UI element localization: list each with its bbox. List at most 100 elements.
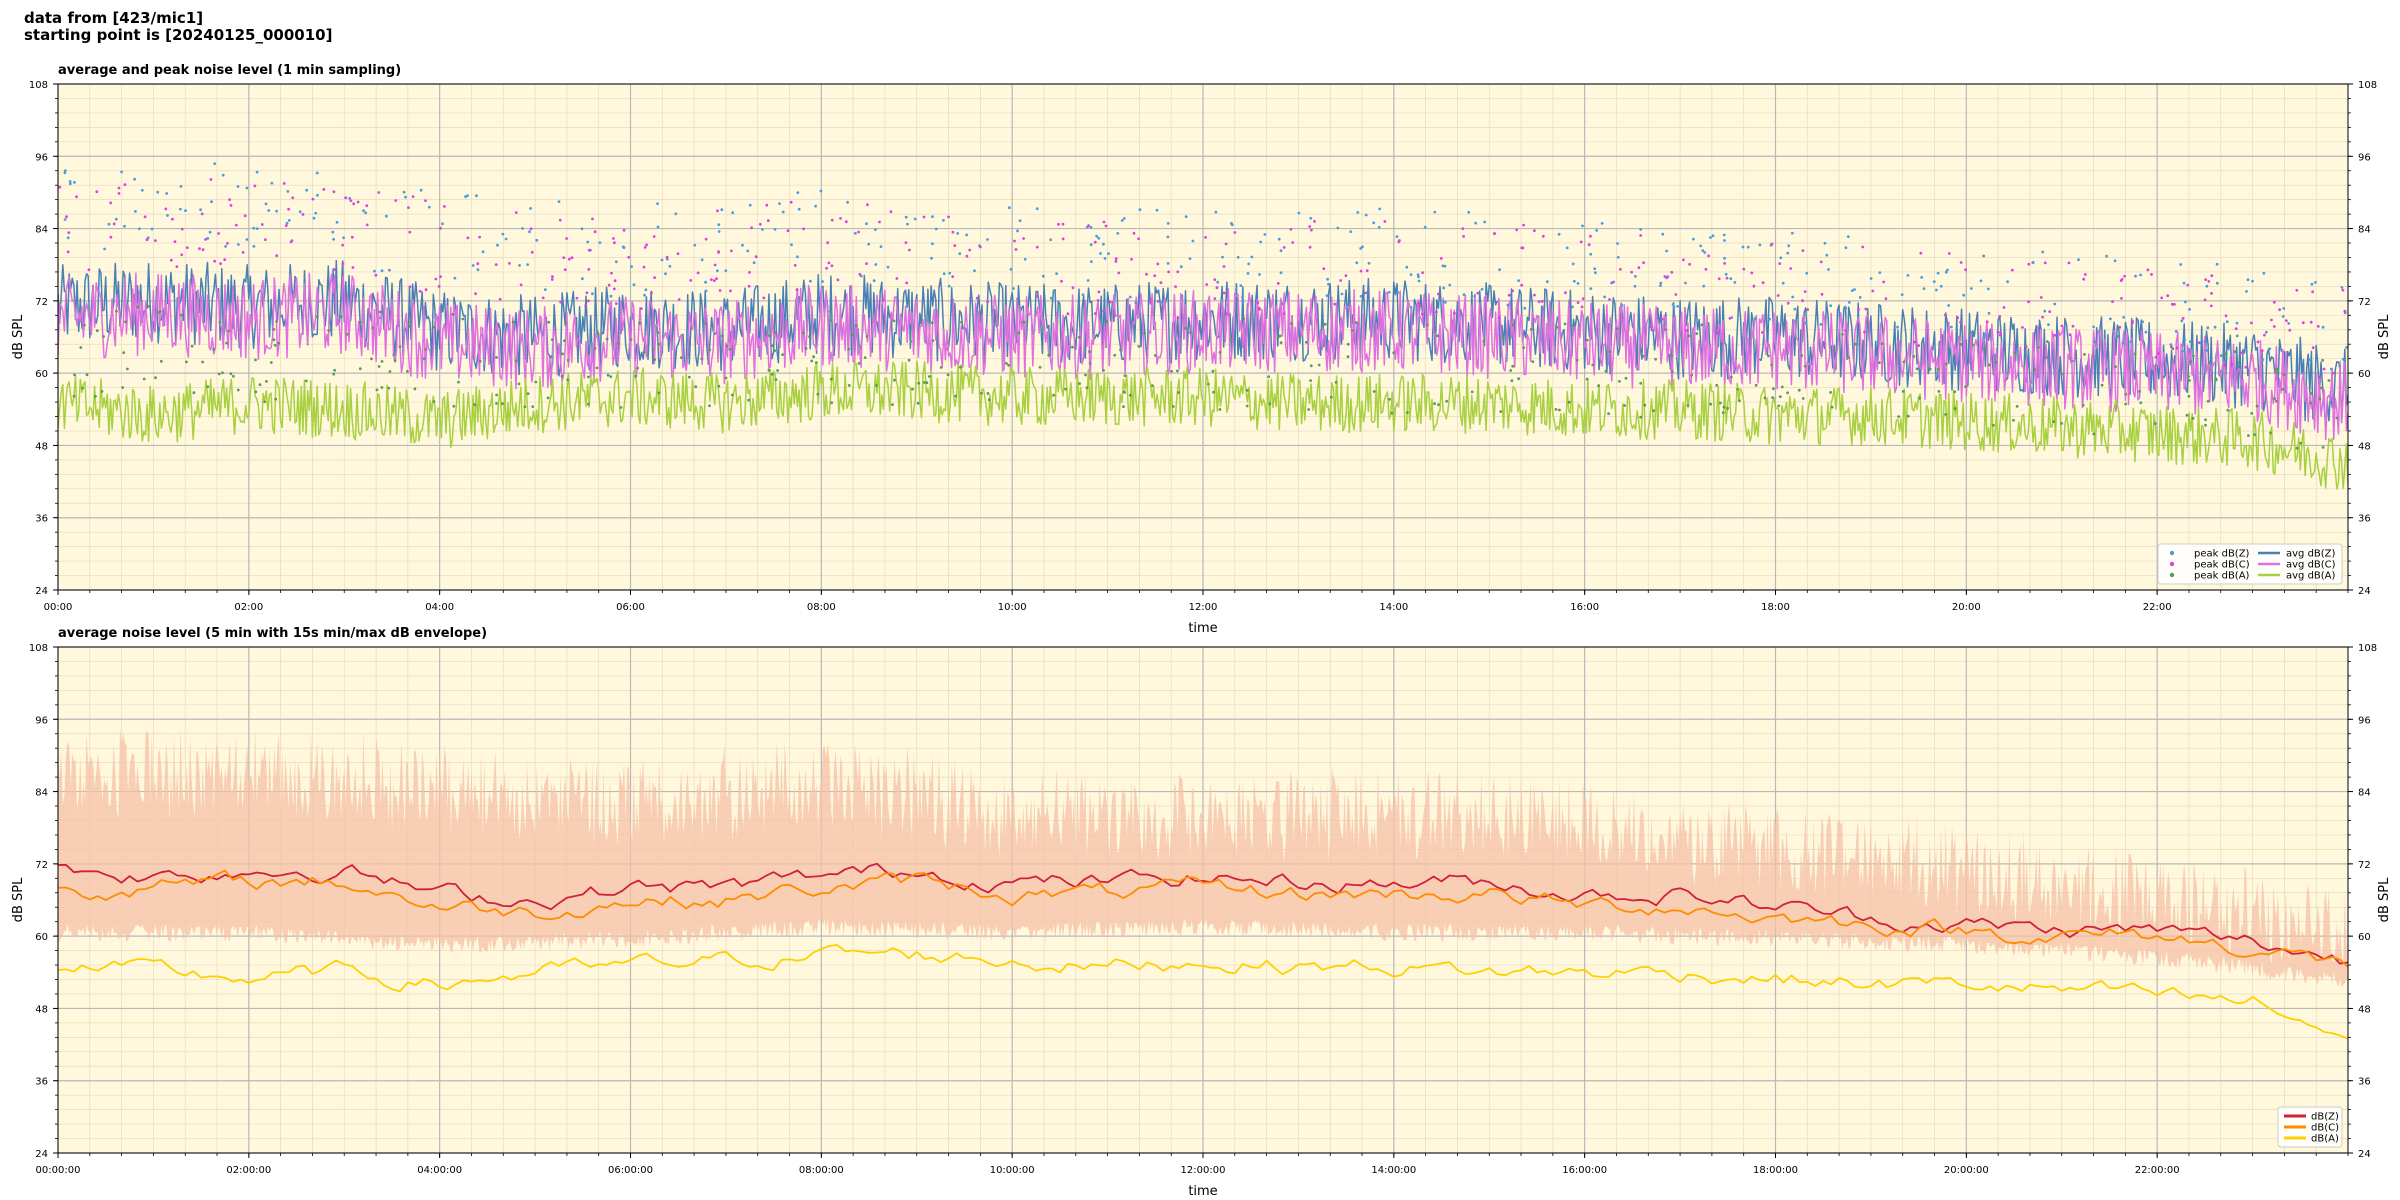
- data-point-peak-db-a: [931, 339, 935, 342]
- data-point-peak-db-c: [1660, 317, 1664, 321]
- data-point-peak-db-c: [75, 195, 78, 199]
- data-point-peak-db-c: [1665, 276, 1668, 280]
- data-point-peak-db-c: [587, 248, 591, 252]
- x-tick-label: 10:00:00: [990, 1165, 1035, 1176]
- data-point-peak-db-z: [1786, 251, 1790, 255]
- data-point-peak-db-z: [1684, 281, 1687, 285]
- data-point-peak-db-c: [1964, 268, 1967, 272]
- data-point-peak-db-c: [1130, 257, 1133, 261]
- data-point-peak-db-z: [1214, 210, 1218, 214]
- legend-label: dB(Z): [2311, 1112, 2339, 1123]
- data-point-peak-db-z: [1593, 267, 1597, 271]
- data-point-peak-db-a: [1953, 407, 1957, 411]
- data-point-peak-db-a: [728, 347, 732, 351]
- data-point-peak-db-a: [616, 341, 620, 345]
- data-point-peak-db-z: [1805, 271, 1809, 275]
- data-point-peak-db-z: [501, 232, 505, 236]
- data-point-peak-db-c: [696, 271, 700, 275]
- data-point-peak-db-c: [905, 281, 909, 285]
- data-point-peak-db-z: [1594, 271, 1597, 275]
- data-point-peak-db-z: [140, 188, 144, 192]
- data-point-peak-db-z: [2031, 261, 2035, 265]
- data-point-peak-db-a: [2187, 375, 2191, 378]
- data-point-peak-db-a: [1906, 414, 1910, 418]
- data-point-peak-db-a: [1323, 322, 1327, 326]
- data-point-peak-db-c: [1803, 290, 1807, 293]
- data-point-peak-db-a: [275, 320, 279, 323]
- data-point-peak-db-z: [872, 279, 876, 282]
- data-point-peak-db-c: [1013, 239, 1016, 243]
- data-point-peak-db-a: [1563, 322, 1567, 326]
- data-point-peak-db-c: [2146, 268, 2150, 272]
- data-point-peak-db-a: [409, 321, 412, 324]
- data-point-peak-db-c: [2209, 304, 2213, 308]
- data-point-peak-db-z: [1423, 225, 1427, 229]
- data-point-peak-db-z: [591, 292, 594, 296]
- data-point-peak-db-a: [1321, 323, 1325, 327]
- data-point-peak-db-z: [1246, 272, 1250, 275]
- data-point-peak-db-c: [443, 205, 446, 208]
- data-point-peak-db-a: [413, 387, 417, 391]
- data-point-peak-db-z: [1983, 333, 1987, 336]
- data-point-peak-db-a: [651, 348, 655, 351]
- data-point-peak-db-z: [1236, 255, 1240, 259]
- data-point-peak-db-a: [1102, 369, 1105, 372]
- data-point-peak-db-a: [960, 320, 963, 324]
- x-axis-ticks: 00:00:00 02:00:00 04:00:00 06:00:00 08:00:00…: [36, 1153, 2349, 1176]
- data-point-peak-db-c: [1148, 300, 1152, 304]
- data-point-peak-db-z: [2006, 280, 2009, 284]
- data-point-peak-db-z: [1827, 268, 1830, 271]
- data-point-peak-db-a: [370, 357, 373, 361]
- data-point-peak-db-z: [2182, 281, 2186, 285]
- data-point-peak-db-c: [704, 237, 708, 241]
- data-point-peak-db-a: [925, 381, 929, 384]
- data-point-peak-db-z: [453, 276, 457, 280]
- data-point-peak-db-a: [517, 382, 521, 386]
- data-point-peak-db-c: [575, 296, 579, 300]
- data-point-peak-db-z: [179, 207, 182, 211]
- data-point-peak-db-z: [2179, 263, 2183, 266]
- data-point-peak-db-z: [1396, 291, 1400, 295]
- data-point-peak-db-a: [2188, 379, 2191, 382]
- data-point-peak-db-z: [2113, 259, 2117, 263]
- data-point-peak-db-c: [889, 210, 893, 214]
- data-point-peak-db-c: [1224, 312, 1228, 316]
- data-point-peak-db-z: [312, 216, 316, 220]
- data-point-peak-db-a: [916, 401, 920, 405]
- data-point-peak-db-z: [1729, 277, 1733, 280]
- data-point-peak-db-c: [677, 298, 681, 301]
- data-point-peak-db-c: [2027, 300, 2030, 304]
- data-point-peak-db-c: [291, 196, 295, 200]
- data-point-peak-db-c: [2111, 300, 2114, 303]
- data-point-peak-db-a: [2081, 403, 2085, 407]
- data-point-peak-db-c: [2021, 326, 2024, 329]
- data-point-peak-db-a: [1290, 322, 1293, 325]
- data-point-peak-db-c: [1919, 251, 1923, 255]
- data-point-peak-db-z: [1986, 287, 1990, 291]
- data-point-peak-db-z: [2183, 338, 2187, 342]
- y-tick-label-right: 48: [2358, 441, 2371, 452]
- data-point-peak-db-a: [704, 322, 708, 326]
- data-point-peak-db-a: [847, 384, 851, 387]
- data-point-peak-db-c: [922, 215, 926, 219]
- data-point-peak-db-a: [121, 386, 125, 389]
- data-point-peak-db-a: [802, 331, 805, 335]
- data-point-peak-db-a: [1944, 362, 1948, 366]
- data-point-peak-db-z: [1166, 262, 1170, 265]
- data-point-peak-db-z: [821, 280, 824, 283]
- data-point-peak-db-z: [717, 223, 721, 227]
- data-point-peak-db-z: [1600, 222, 1604, 225]
- data-point-peak-db-c: [1801, 249, 1805, 253]
- data-point-peak-db-a: [609, 375, 613, 378]
- data-point-peak-db-c: [478, 235, 481, 239]
- data-point-peak-db-z: [1970, 287, 1973, 290]
- data-point-peak-db-c: [1728, 317, 1732, 320]
- data-point-peak-db-z: [1791, 295, 1795, 299]
- data-point-peak-db-c: [1844, 329, 1847, 332]
- data-point-peak-db-a: [774, 378, 778, 381]
- data-point-peak-db-c: [2318, 375, 2322, 379]
- data-point-peak-db-a: [907, 358, 911, 362]
- data-point-peak-db-z: [1008, 206, 1011, 210]
- data-point-peak-db-a: [2310, 392, 2313, 395]
- data-point-peak-db-z: [1297, 211, 1301, 215]
